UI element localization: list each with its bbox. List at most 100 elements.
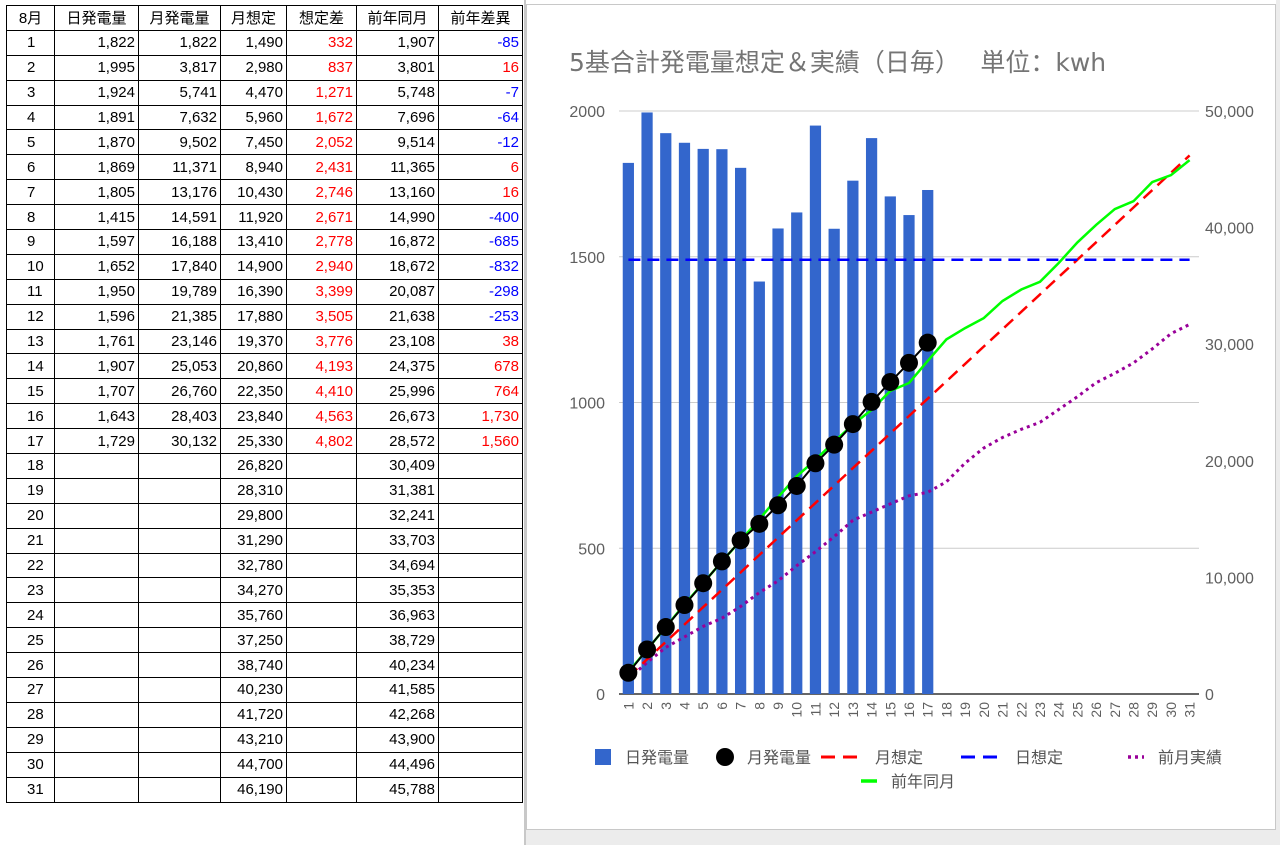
monthly-cell[interactable]: 3,817 xyxy=(138,54,221,81)
prev-month-line[interactable] xyxy=(627,323,1191,680)
prev-year-cell[interactable]: 11,365 xyxy=(356,154,439,181)
plan-cell[interactable]: 13,410 xyxy=(220,229,287,255)
daily-generation-bar[interactable] xyxy=(772,228,784,695)
daily-cell[interactable] xyxy=(54,602,139,629)
prev-diff-cell[interactable] xyxy=(438,502,523,529)
plan-cell[interactable]: 35,760 xyxy=(220,602,287,629)
prev-diff-cell[interactable]: 678 xyxy=(438,353,523,380)
daily-generation-bar[interactable] xyxy=(828,228,840,695)
prev-diff-cell[interactable]: -400 xyxy=(438,204,523,231)
prev-year-cell[interactable]: 26,673 xyxy=(356,403,439,430)
plan-cell[interactable]: 28,310 xyxy=(220,477,287,504)
monthly-cell[interactable]: 9,502 xyxy=(138,129,221,156)
day-cell[interactable]: 12 xyxy=(6,303,55,330)
monthly-cell[interactable]: 1,822 xyxy=(138,29,221,56)
header-plan-difference[interactable]: 想定差 xyxy=(286,5,357,31)
plan-cell[interactable]: 38,740 xyxy=(220,652,287,679)
monthly-cell[interactable]: 19,789 xyxy=(138,278,221,305)
monthly-generation-marker[interactable] xyxy=(694,574,713,593)
prev-diff-cell[interactable] xyxy=(438,677,523,703)
monthly-cell[interactable] xyxy=(138,652,221,679)
plan-diff-cell[interactable] xyxy=(286,726,357,753)
prev-diff-cell[interactable] xyxy=(438,577,523,604)
monthly-generation-marker[interactable] xyxy=(769,496,788,515)
prev-year-cell[interactable]: 1,907 xyxy=(356,29,439,56)
daily-cell[interactable]: 1,891 xyxy=(54,104,139,131)
prev-year-cell[interactable]: 13,160 xyxy=(356,179,439,206)
plan-diff-cell[interactable]: 2,431 xyxy=(286,154,357,181)
day-cell[interactable]: 3 xyxy=(6,79,55,106)
daily-cell[interactable] xyxy=(54,726,139,753)
day-cell[interactable]: 29 xyxy=(6,726,55,753)
vertical-scrollbar[interactable] xyxy=(1276,0,1280,845)
plan-cell[interactable]: 26,820 xyxy=(220,453,287,479)
monthly-generation-marker[interactable] xyxy=(787,476,806,495)
monthly-cell[interactable] xyxy=(138,527,221,554)
legend-item[interactable]: 月想定 xyxy=(821,748,923,767)
plan-diff-cell[interactable]: 4,410 xyxy=(286,378,357,405)
daily-cell[interactable]: 1,729 xyxy=(54,428,139,455)
plan-diff-cell[interactable] xyxy=(286,477,357,504)
monthly-generation-marker[interactable] xyxy=(675,596,694,615)
prev-diff-cell[interactable]: -298 xyxy=(438,278,523,305)
plan-cell[interactable]: 41,720 xyxy=(220,701,287,728)
day-cell[interactable]: 20 xyxy=(6,502,55,529)
monthly-cell[interactable] xyxy=(138,552,221,579)
header-monthly-plan[interactable]: 月想定 xyxy=(220,5,287,31)
plan-cell[interactable]: 37,250 xyxy=(220,627,287,654)
prev-year-cell[interactable]: 33,703 xyxy=(356,527,439,554)
prev-diff-cell[interactable]: -64 xyxy=(438,104,523,131)
monthly-cell[interactable] xyxy=(138,477,221,504)
day-cell[interactable]: 21 xyxy=(6,527,55,554)
daily-generation-bar[interactable] xyxy=(809,125,822,694)
day-cell[interactable]: 1 xyxy=(6,29,55,56)
monthly-cell[interactable]: 21,385 xyxy=(138,303,221,330)
plan-diff-cell[interactable]: 2,671 xyxy=(286,204,357,231)
legend-item[interactable]: 前年同月 xyxy=(861,772,955,791)
daily-generation-bar[interactable] xyxy=(791,212,803,694)
prev-year-cell[interactable]: 20,087 xyxy=(356,278,439,305)
prev-diff-cell[interactable] xyxy=(438,453,523,479)
plan-cell[interactable]: 10,430 xyxy=(220,179,287,206)
prev-diff-cell[interactable]: -685 xyxy=(438,229,523,255)
prev-year-cell[interactable]: 25,996 xyxy=(356,378,439,405)
daily-cell[interactable]: 1,761 xyxy=(54,328,139,355)
day-cell[interactable]: 8 xyxy=(6,204,55,231)
plan-cell[interactable]: 20,860 xyxy=(220,353,287,380)
plan-diff-cell[interactable] xyxy=(286,776,357,803)
prev-year-cell[interactable]: 16,872 xyxy=(356,229,439,255)
daily-cell[interactable] xyxy=(54,477,139,504)
plan-diff-cell[interactable] xyxy=(286,527,357,554)
plan-diff-cell[interactable]: 2,778 xyxy=(286,229,357,255)
plan-cell[interactable]: 14,900 xyxy=(220,253,287,280)
monthly-cell[interactable] xyxy=(138,502,221,529)
daily-generation-bar[interactable] xyxy=(753,281,765,694)
prev-diff-cell[interactable]: -832 xyxy=(438,253,523,280)
prev-diff-cell[interactable] xyxy=(438,552,523,579)
plan-cell[interactable]: 1,490 xyxy=(220,29,287,56)
monthly-cell[interactable]: 26,760 xyxy=(138,378,221,405)
monthly-cell[interactable] xyxy=(138,701,221,728)
prev-year-cell[interactable]: 43,900 xyxy=(356,726,439,753)
prev-year-cell[interactable]: 18,672 xyxy=(356,253,439,280)
monthly-cell[interactable]: 16,188 xyxy=(138,229,221,255)
day-cell[interactable]: 28 xyxy=(6,701,55,728)
plan-diff-cell[interactable]: 4,802 xyxy=(286,428,357,455)
monthly-cell[interactable] xyxy=(138,776,221,803)
plan-cell[interactable]: 17,880 xyxy=(220,303,287,330)
daily-generation-bar[interactable] xyxy=(903,215,915,695)
monthly-cell[interactable]: 13,176 xyxy=(138,179,221,206)
plan-cell[interactable]: 34,270 xyxy=(220,577,287,604)
daily-cell[interactable]: 1,924 xyxy=(54,79,139,106)
plan-diff-cell[interactable]: 3,776 xyxy=(286,328,357,355)
monthly-generation-marker[interactable] xyxy=(750,514,769,533)
plan-cell[interactable]: 44,700 xyxy=(220,751,287,778)
day-cell[interactable]: 31 xyxy=(6,776,55,803)
daily-cell[interactable]: 1,652 xyxy=(54,253,139,280)
header-month[interactable]: 8月 xyxy=(6,5,55,31)
legend-item[interactable]: 日発電量 xyxy=(595,748,689,767)
prev-year-cell[interactable]: 40,234 xyxy=(356,652,439,679)
plan-diff-cell[interactable]: 4,193 xyxy=(286,353,357,380)
prev-year-cell[interactable]: 36,963 xyxy=(356,602,439,629)
prev-diff-cell[interactable] xyxy=(438,527,523,554)
